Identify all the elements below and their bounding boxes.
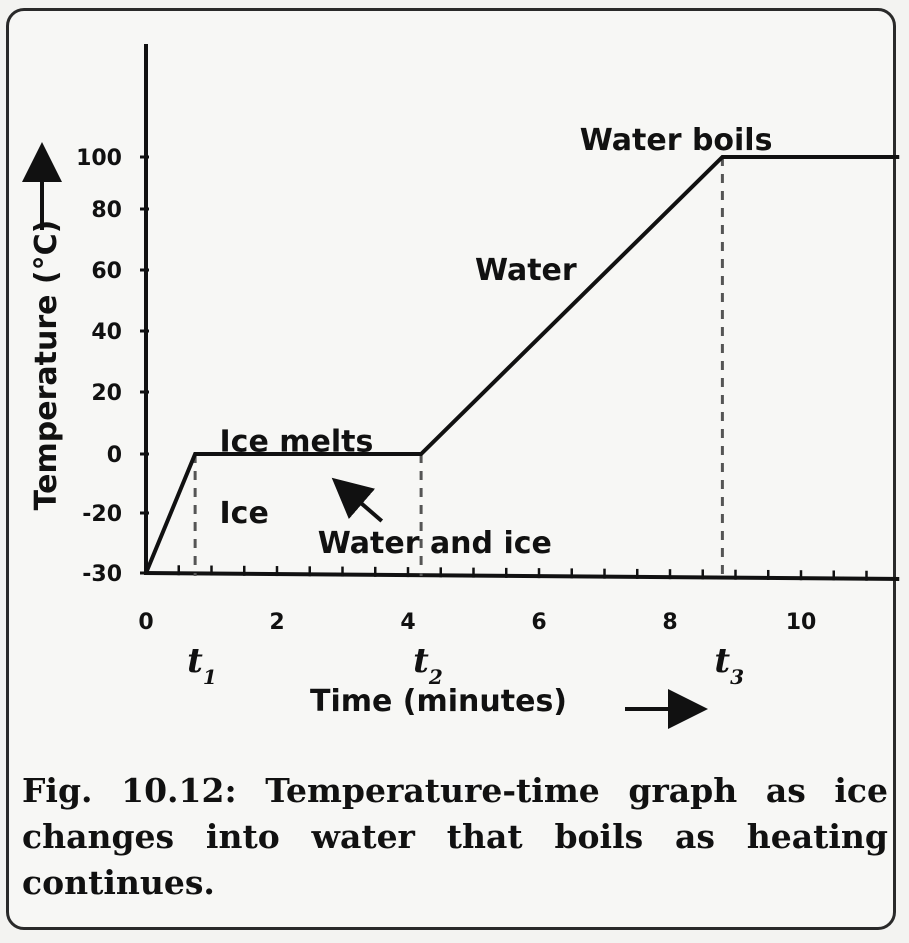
y-tick-label: -20 xyxy=(82,502,122,527)
x-axis-label: Time (minutes) xyxy=(310,684,567,719)
x-tick-label: 2 xyxy=(269,610,284,635)
x-axis-line xyxy=(143,571,900,581)
y-tick-label: -30 xyxy=(82,562,122,587)
figure-caption: Fig. 10.12: Temperature-time graph as ic… xyxy=(22,771,888,902)
figure-frame xyxy=(6,8,896,930)
series xyxy=(144,155,900,574)
x-tick-label: 10 xyxy=(786,610,817,635)
annotation-label: Water xyxy=(475,253,577,288)
water-and-ice-pointer-arrow xyxy=(331,477,384,523)
axes xyxy=(143,44,900,581)
annotation-label: Ice melts xyxy=(220,425,374,460)
temperature-line xyxy=(144,155,900,574)
x-tick-label: 8 xyxy=(662,610,677,635)
annotation-label: Ice xyxy=(220,496,269,531)
x-tick-label: 0 xyxy=(138,610,153,635)
y-axis-label: Temperature (°C) xyxy=(29,220,64,511)
x-tick-label: 4 xyxy=(400,610,415,635)
annotation-labels: Ice Ice melts Water and ice Water Water boil… xyxy=(220,123,773,561)
guide-lines: t1 t2 t3 xyxy=(187,157,744,689)
time-marker-label: t2 xyxy=(413,641,443,689)
y-tick-label: 20 xyxy=(91,381,122,406)
annotation-label: Water boils xyxy=(580,123,773,158)
y-tick-label: 0 xyxy=(107,443,122,468)
y-tick-label: 60 xyxy=(91,259,122,284)
temperature-time-chart: -30 -20 0 20 40 60 80 100 0 2 4 6 8 10 t1 t2 t3 Ice Ice … xyxy=(21,44,900,729)
time-marker-label: t1 xyxy=(187,641,217,689)
x-tick-label: 6 xyxy=(531,610,546,635)
annotation-label: Water and ice xyxy=(318,526,552,561)
y-tick-label: 80 xyxy=(91,198,122,223)
time-marker-label: t3 xyxy=(714,641,744,689)
ticks: -30 -20 0 20 40 60 80 100 0 2 4 6 8 10 xyxy=(76,146,868,635)
y-tick-label: 100 xyxy=(76,146,122,171)
pointer-arrow xyxy=(331,477,384,523)
y-tick-label: 40 xyxy=(91,320,122,345)
